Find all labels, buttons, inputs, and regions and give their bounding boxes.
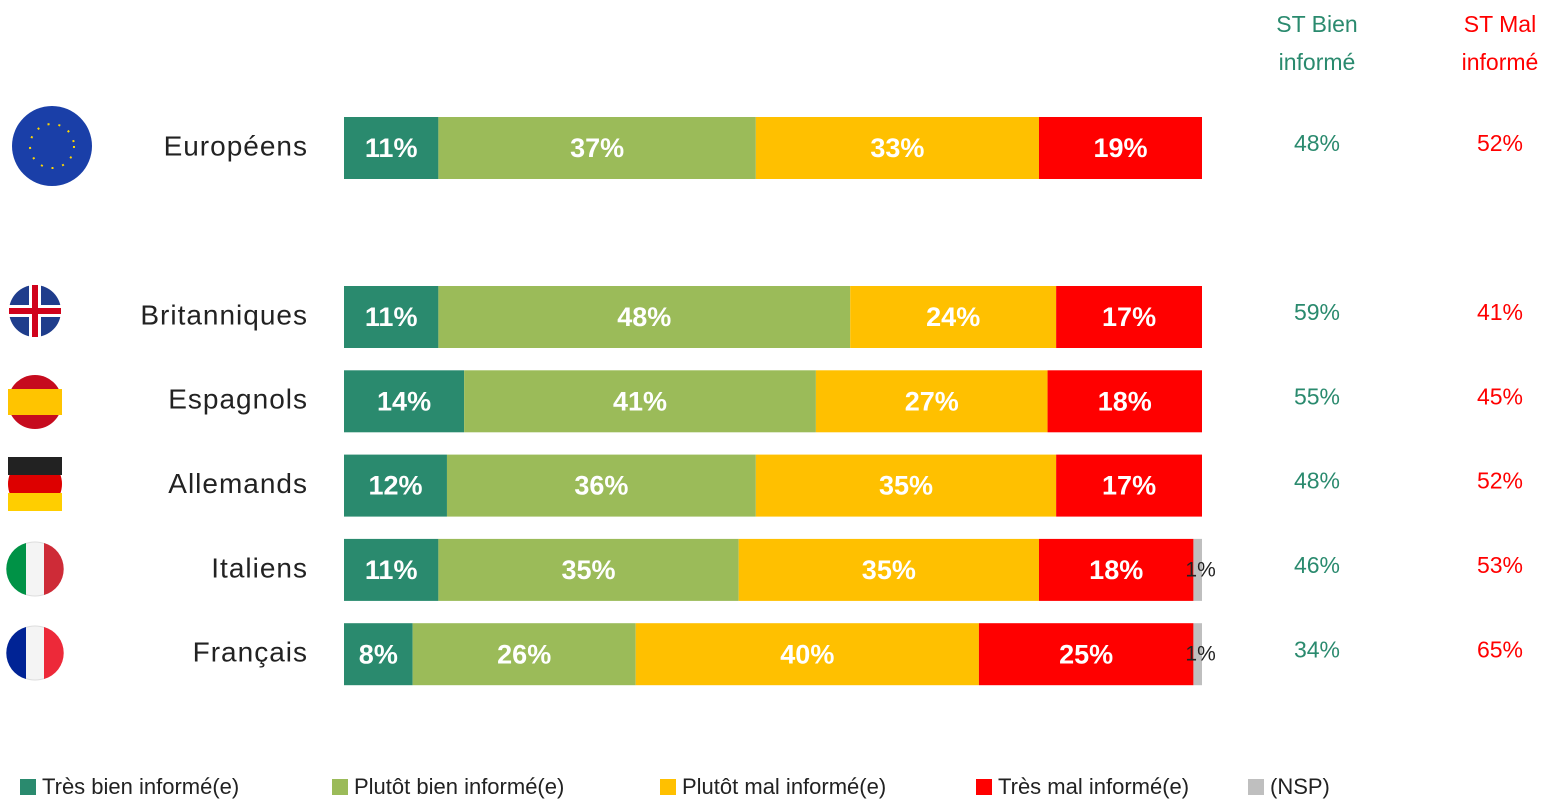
value-label: 1% xyxy=(1185,558,1215,581)
value-label: 1% xyxy=(1185,643,1215,666)
value-label: 11% xyxy=(365,133,418,163)
legend-label: Très mal informé(e) xyxy=(998,774,1189,799)
bar-segment xyxy=(978,623,1194,686)
bar-segment xyxy=(344,538,439,601)
summary-value: 55% xyxy=(1294,383,1340,409)
legend-swatch xyxy=(976,779,992,795)
value-label: 19% xyxy=(1093,133,1147,163)
value-label: 24% xyxy=(926,302,980,332)
value-label: 33% xyxy=(870,133,924,163)
bar-segment xyxy=(438,117,756,179)
summary-header: ST Bien informé xyxy=(1276,11,1358,75)
summary-value: 52% xyxy=(1477,468,1523,494)
fr-band xyxy=(6,627,26,679)
bar-segment xyxy=(850,286,1057,348)
summary-value: 65% xyxy=(1477,636,1523,662)
category-label: Allemands xyxy=(168,468,308,499)
value-label: 11% xyxy=(365,555,418,585)
flags xyxy=(6,106,92,681)
bar-segment xyxy=(738,538,1039,601)
category-label: Espagnols xyxy=(168,384,308,415)
bar-segment xyxy=(438,538,739,601)
summary-value: 53% xyxy=(1477,552,1523,578)
summary-value: 46% xyxy=(1294,552,1340,578)
legend-label: Très bien informé(e) xyxy=(42,774,239,799)
bar-segment xyxy=(755,117,1039,179)
de-band xyxy=(8,493,62,511)
legend-swatch xyxy=(20,779,36,795)
de-band xyxy=(8,457,62,475)
category-label: Britanniques xyxy=(140,299,308,330)
bar-segment xyxy=(1056,286,1202,348)
eu-flag xyxy=(12,106,92,186)
summary-value: 41% xyxy=(1477,299,1523,325)
category-label: Français xyxy=(193,637,308,668)
category-label: Italiens xyxy=(211,552,308,583)
bar-segment xyxy=(344,286,439,348)
it-band xyxy=(6,543,26,595)
value-label: 12% xyxy=(368,471,422,501)
bar-segment xyxy=(344,623,413,686)
uk-cross xyxy=(32,285,38,337)
bar-segment xyxy=(1038,117,1202,179)
legend-swatch xyxy=(660,779,676,795)
value-label: 25% xyxy=(1059,639,1113,669)
summary-header: ST Mal informé xyxy=(1461,11,1539,75)
legend-swatch xyxy=(332,779,348,795)
bar-segment xyxy=(815,370,1048,433)
bar-segment xyxy=(1193,623,1202,686)
value-label: 17% xyxy=(1102,471,1156,501)
value-label: 18% xyxy=(1098,386,1152,416)
bar-segment xyxy=(635,623,979,686)
it-band xyxy=(44,543,64,595)
value-label: 40% xyxy=(780,639,834,669)
legend-label: (NSP) xyxy=(1270,774,1330,799)
value-label: 18% xyxy=(1089,555,1143,585)
bar-segment xyxy=(438,286,851,348)
value-label: 11% xyxy=(365,302,418,332)
bar-segment xyxy=(344,117,439,179)
summary-value: 34% xyxy=(1294,636,1340,662)
es-band xyxy=(8,389,62,415)
value-label: 35% xyxy=(862,555,916,585)
eu-stars xyxy=(29,123,75,169)
value-label: 26% xyxy=(497,639,551,669)
bar-segment xyxy=(344,370,465,433)
summary-value: 59% xyxy=(1294,299,1340,325)
summary-value: 48% xyxy=(1294,468,1340,494)
value-label: 35% xyxy=(562,555,616,585)
value-label: 14% xyxy=(377,386,431,416)
bar-segment xyxy=(464,370,816,433)
bar-segment xyxy=(755,454,1057,517)
value-label: 36% xyxy=(574,471,628,501)
bar-segment xyxy=(344,454,447,517)
bar-segment xyxy=(412,623,636,686)
summary-value: 52% xyxy=(1477,130,1523,156)
value-label: 8% xyxy=(359,639,398,669)
bar-segment xyxy=(446,454,756,517)
value-label: 37% xyxy=(570,133,624,163)
bar-segment xyxy=(1056,454,1202,517)
legend-swatch xyxy=(1248,779,1264,795)
bar-segment xyxy=(1047,370,1202,433)
value-label: 27% xyxy=(905,386,959,416)
value-label: 17% xyxy=(1102,302,1156,332)
legend-label: Plutôt bien informé(e) xyxy=(354,774,564,799)
value-label: 35% xyxy=(879,471,933,501)
value-label: 41% xyxy=(613,386,667,416)
bar-segment xyxy=(1038,538,1194,601)
summary-value: 45% xyxy=(1477,383,1523,409)
summary-value: 48% xyxy=(1294,130,1340,156)
bar-segment xyxy=(1193,538,1202,601)
legend-label: Plutôt mal informé(e) xyxy=(682,774,886,799)
fr-band xyxy=(44,627,64,679)
category-label: Européens xyxy=(164,130,308,161)
value-label: 48% xyxy=(617,302,671,332)
